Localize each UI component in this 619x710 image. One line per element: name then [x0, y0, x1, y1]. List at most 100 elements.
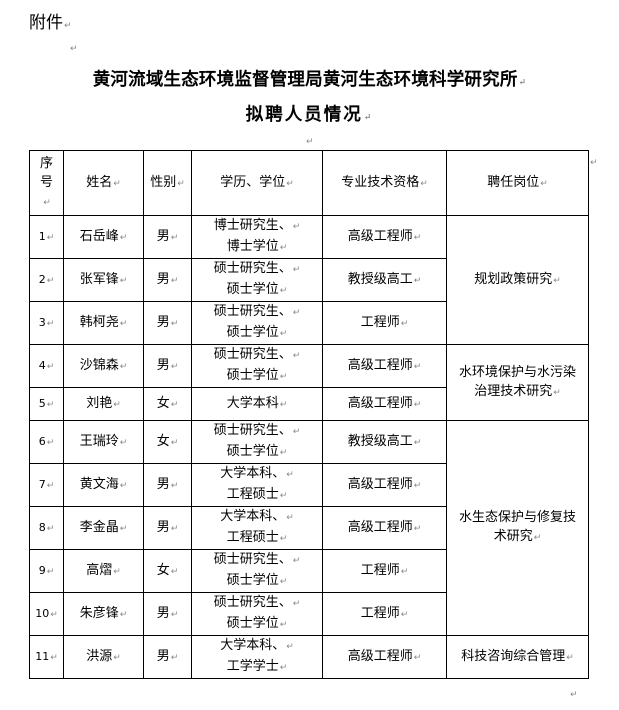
- cell-name: 洪源: [63, 635, 144, 679]
- cell-name: 刘艳: [63, 387, 144, 421]
- cell-post: 规划政策研究: [446, 215, 589, 345]
- cell-gender: 男: [143, 506, 192, 550]
- header-no: 序号: [29, 150, 64, 216]
- table-row: 3韩柯尧男硕士研究生、硕士学位工程师: [29, 301, 589, 345]
- cell-qualification: 高级工程师: [322, 387, 447, 421]
- education-degree-2: 工程硕士: [194, 485, 320, 506]
- education-degree-2: 硕士学位: [194, 323, 320, 344]
- header-name: 姓名: [63, 150, 144, 216]
- document-subtitle: 拟聘人员情况: [0, 101, 619, 126]
- table-row: 4沙锦森男硕士研究生、硕士学位高级工程师水环境保护与水污染治理技术研究: [29, 344, 589, 421]
- cell-no: 2: [29, 258, 64, 302]
- education-degree: 大学本科、: [194, 507, 320, 528]
- cell-post: 水环境保护与水污染治理技术研究: [446, 344, 589, 421]
- cell-no: 8: [29, 506, 64, 550]
- cell-no: 6: [29, 420, 64, 464]
- header-education: 学历、学位: [191, 150, 323, 216]
- cell-gender: 男: [143, 344, 192, 388]
- table-row: 9高熠女硕士研究生、硕士学位工程师: [29, 549, 589, 593]
- candidates-table: 序号 姓名 性别 学历、学位 专业技术资格 聘任岗位 1石岳峰男博士研究生、博士…: [29, 150, 589, 679]
- cell-qualification: 工程师: [322, 549, 447, 593]
- cell-gender: 男: [143, 301, 192, 345]
- cell-no: 11: [29, 635, 64, 679]
- table-row: 10朱彦锋男硕士研究生、硕士学位工程师: [29, 592, 589, 636]
- cell-gender: 女: [143, 387, 192, 421]
- cell-education: 硕士研究生、硕士学位: [191, 549, 323, 593]
- cell-education: 大学本科、工程硕士: [191, 506, 323, 550]
- cell-no: 9: [29, 549, 64, 593]
- table-row: 6王瑞玲女硕士研究生、硕士学位教授级高工水生态保护与修复技术研究: [29, 420, 589, 636]
- education-degree-2: 硕士学位: [194, 280, 320, 301]
- cell-education: 博士研究生、博士学位: [191, 215, 323, 259]
- cell-qualification: 高级工程师: [322, 463, 447, 507]
- table-row: 2张军锋男硕士研究生、硕士学位教授级高工: [29, 258, 589, 302]
- paragraph-mark: ↵: [70, 44, 78, 54]
- header-post: 聘任岗位: [446, 150, 589, 216]
- table-row: 11洪源男大学本科、工学学士高级工程师科技咨询综合管理: [29, 635, 589, 679]
- cell-qualification: 教授级高工: [322, 420, 447, 464]
- education-degree: 硕士研究生、: [194, 259, 320, 280]
- cell-no: 1: [29, 215, 64, 259]
- cell-education: 硕士研究生、硕士学位: [191, 258, 323, 302]
- education-degree: 硕士研究生、: [194, 593, 320, 614]
- education-degree-2: 工程硕士: [194, 528, 320, 549]
- education-degree-2: 硕士学位: [194, 442, 320, 463]
- cell-no: 3: [29, 301, 64, 345]
- cell-qualification: 教授级高工: [322, 258, 447, 302]
- cell-name: 石岳峰: [63, 215, 144, 259]
- cell-gender: 男: [143, 635, 192, 679]
- cell-name: 黄文海: [63, 463, 144, 507]
- education-degree-2: 硕士学位: [194, 614, 320, 635]
- cell-name: 王瑞玲: [63, 420, 144, 464]
- cell-name: 朱彦锋: [63, 592, 144, 636]
- header-gender: 性别: [143, 150, 192, 216]
- cell-post: 水生态保护与修复技术研究: [446, 420, 589, 636]
- document-title: 黄河流域生态环境监督管理局黄河生态环境科学研究所: [0, 66, 619, 91]
- cell-gender: 男: [143, 258, 192, 302]
- education-degree: 硕士研究生、: [194, 302, 320, 323]
- cell-name: 沙锦森: [63, 344, 144, 388]
- cell-qualification: 工程师: [322, 301, 447, 345]
- cell-education: 硕士研究生、硕士学位: [191, 592, 323, 636]
- education-degree-2: 硕士学位: [194, 571, 320, 592]
- education-degree: 博士研究生、: [194, 216, 320, 237]
- education-degree-2: 博士学位: [194, 237, 320, 258]
- cell-education: 大学本科、工程硕士: [191, 463, 323, 507]
- cell-no: 4: [29, 344, 64, 388]
- table-row: 8李金晶男大学本科、工程硕士高级工程师: [29, 506, 589, 550]
- cell-education: 硕士研究生、硕士学位: [191, 301, 323, 345]
- table-row: 1石岳峰男博士研究生、博士学位高级工程师规划政策研究: [29, 215, 589, 345]
- cell-education: 硕士研究生、硕士学位: [191, 344, 323, 388]
- education-degree: 硕士研究生、: [194, 345, 320, 366]
- cell-qualification: 高级工程师: [322, 635, 447, 679]
- cell-gender: 男: [143, 215, 192, 259]
- education-degree: 大学本科、: [194, 636, 320, 657]
- cell-no: 5: [29, 387, 64, 421]
- paragraph-mark: ↵: [306, 137, 314, 147]
- cell-name: 张军锋: [63, 258, 144, 302]
- cell-education: 硕士研究生、硕士学位: [191, 420, 323, 464]
- cell-qualification: 工程师: [322, 592, 447, 636]
- education-degree: 硕士研究生、: [194, 550, 320, 571]
- education-degree: 大学本科: [194, 394, 320, 415]
- header-qualification: 专业技术资格: [322, 150, 447, 216]
- attachment-label: 附件: [29, 8, 72, 33]
- cell-gender: 男: [143, 592, 192, 636]
- cell-qualification: 高级工程师: [322, 506, 447, 550]
- cell-qualification: 高级工程师: [322, 344, 447, 388]
- education-degree-2: 工学学士: [194, 657, 320, 678]
- cell-gender: 女: [143, 420, 192, 464]
- cell-name: 高熠: [63, 549, 144, 593]
- education-degree: 硕士研究生、: [194, 421, 320, 442]
- paragraph-mark: ↵: [590, 158, 598, 168]
- cell-qualification: 高级工程师: [322, 215, 447, 259]
- cell-education: 大学本科: [191, 387, 323, 421]
- cell-name: 韩柯尧: [63, 301, 144, 345]
- table-header-row: 序号 姓名 性别 学历、学位 专业技术资格 聘任岗位: [29, 150, 589, 216]
- cell-gender: 男: [143, 463, 192, 507]
- cell-post: 科技咨询综合管理: [446, 635, 589, 679]
- cell-name: 李金晶: [63, 506, 144, 550]
- education-degree-2: 硕士学位: [194, 366, 320, 387]
- cell-education: 大学本科、工学学士: [191, 635, 323, 679]
- education-degree: 大学本科、: [194, 464, 320, 485]
